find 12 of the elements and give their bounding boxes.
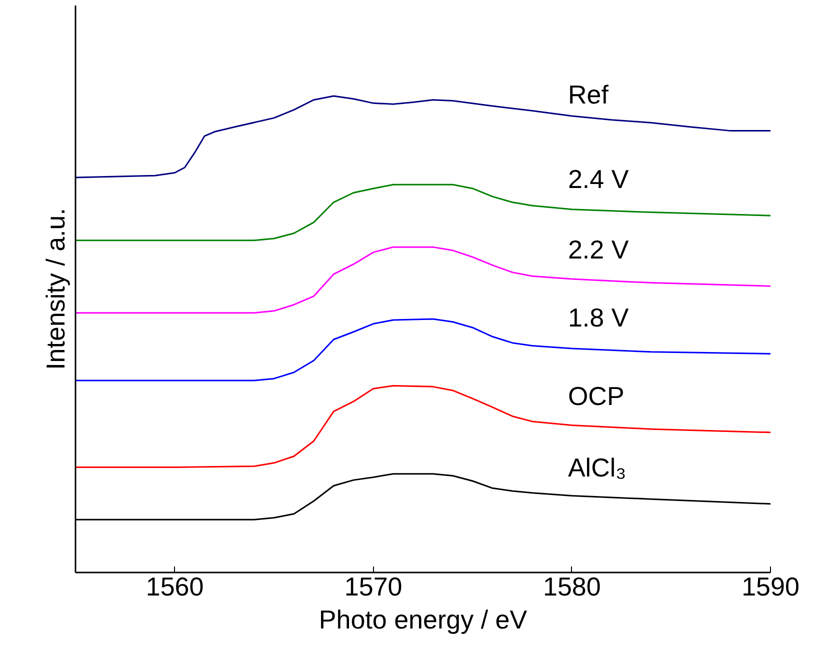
series-label: OCP (568, 380, 624, 411)
series-label: 2.2 V (568, 234, 630, 265)
series-label: Ref (568, 79, 610, 110)
series-label: AlCl₃ (568, 452, 626, 482)
x-tick-label: 1560 (146, 572, 204, 602)
x-axis-title: Photo energy / eV (318, 604, 528, 634)
x-tick-label: 1570 (344, 572, 402, 602)
x-tick-label: 1590 (742, 572, 800, 602)
x-tick-label: 1580 (543, 572, 601, 602)
series-label: 2.4 V (568, 164, 630, 194)
series-label: 1.8 V (568, 302, 630, 332)
y-axis-title: Intensity / a.u. (40, 208, 70, 370)
